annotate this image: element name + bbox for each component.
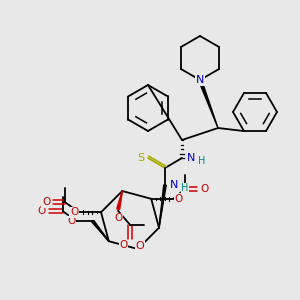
- Text: O: O: [70, 207, 78, 217]
- Text: S: S: [137, 153, 145, 163]
- Text: N: N: [170, 180, 178, 190]
- Text: O: O: [135, 241, 144, 251]
- Polygon shape: [159, 185, 166, 228]
- Text: N: N: [187, 153, 195, 163]
- Text: O: O: [114, 213, 122, 223]
- Polygon shape: [92, 220, 109, 241]
- Text: O: O: [119, 240, 128, 250]
- Text: H: H: [198, 156, 206, 166]
- Polygon shape: [117, 191, 122, 209]
- Text: N: N: [196, 75, 204, 85]
- Polygon shape: [199, 80, 218, 128]
- Text: O: O: [174, 194, 182, 204]
- Text: H: H: [181, 183, 189, 193]
- Text: O: O: [42, 197, 50, 207]
- Text: O: O: [200, 184, 208, 194]
- Text: O: O: [38, 206, 46, 216]
- Text: O: O: [68, 216, 76, 226]
